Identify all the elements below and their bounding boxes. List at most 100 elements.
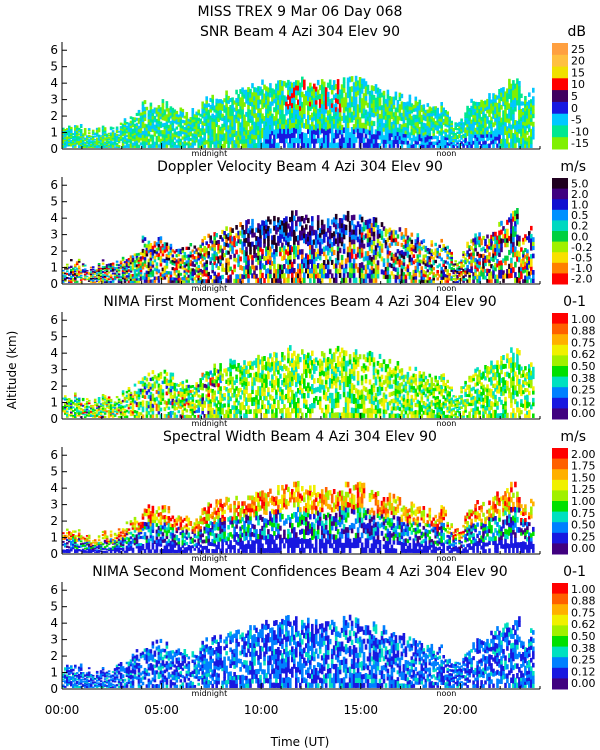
data-cell <box>301 132 304 138</box>
data-cell <box>440 102 443 106</box>
data-cell <box>322 224 326 230</box>
colorbar-label: 5 <box>571 90 578 103</box>
data-cell <box>420 108 424 113</box>
data-cell <box>215 140 218 145</box>
data-cell <box>430 136 434 140</box>
data-cell <box>199 255 202 259</box>
data-cell <box>265 228 268 234</box>
data-cell <box>338 129 342 135</box>
data-cell <box>157 132 161 136</box>
data-cell <box>448 143 451 146</box>
data-cell <box>386 106 390 111</box>
data-cell <box>402 102 406 107</box>
data-cell <box>215 123 218 128</box>
data-cell <box>249 126 252 132</box>
data-cell <box>185 124 189 128</box>
data-cell <box>233 100 236 105</box>
data-cell <box>109 138 113 141</box>
data-cell <box>440 276 443 280</box>
data-cell <box>213 239 216 244</box>
data-cell <box>366 251 370 257</box>
data-cell <box>203 255 206 260</box>
data-cell <box>211 117 214 122</box>
data-cell <box>452 133 455 136</box>
data-cell <box>251 223 254 229</box>
data-cell <box>135 257 139 261</box>
data-cell <box>506 105 509 110</box>
data-cell <box>426 279 430 283</box>
data-cell <box>261 113 264 119</box>
data-cell <box>235 118 238 124</box>
data-cell <box>269 129 272 135</box>
data-cell <box>348 251 352 258</box>
data-cell <box>101 259 105 262</box>
data-cell <box>330 273 334 279</box>
data-cell <box>227 132 230 137</box>
data-cell <box>103 278 107 281</box>
data-cell <box>320 93 324 100</box>
data-cell <box>251 119 254 125</box>
data-cell <box>428 121 432 125</box>
data-cell <box>123 130 127 134</box>
data-cell <box>480 106 483 111</box>
data-cell <box>378 114 382 119</box>
data-cell <box>514 231 517 237</box>
data-cell <box>175 269 179 273</box>
data-cell <box>275 225 278 231</box>
data-cell <box>324 130 328 136</box>
data-cell <box>259 224 262 230</box>
data-cell <box>293 97 296 103</box>
data-cell <box>350 116 354 123</box>
data-cell <box>299 249 302 255</box>
data-cell <box>522 121 525 126</box>
data-cell <box>450 260 453 264</box>
data-cell <box>332 84 336 91</box>
data-cell <box>374 249 378 256</box>
data-cell <box>117 141 121 144</box>
data-cell <box>358 137 362 143</box>
data-cell <box>297 89 300 96</box>
data-cell <box>225 242 228 247</box>
data-cell <box>396 100 400 105</box>
data-cell <box>151 264 155 268</box>
figure-header: MISS TREX 9 Mar 06 Day 068 <box>198 4 403 20</box>
data-cell <box>115 274 119 277</box>
data-cell <box>418 262 422 266</box>
data-cell <box>89 269 93 271</box>
data-cell <box>97 141 101 144</box>
data-cell <box>398 131 402 137</box>
data-cell <box>442 136 445 140</box>
data-cell <box>384 119 388 124</box>
data-cell <box>259 229 262 235</box>
data-cell <box>70 129 73 132</box>
data-cell <box>360 242 364 248</box>
data-cell <box>89 138 93 140</box>
data-cell <box>259 269 262 274</box>
data-cell <box>340 264 344 270</box>
data-cell <box>518 272 521 278</box>
data-cell <box>293 117 296 123</box>
data-cell <box>275 124 278 130</box>
data-cell <box>330 219 334 225</box>
data-cell <box>374 222 378 228</box>
data-cell <box>141 121 145 125</box>
data-cell <box>303 84 306 90</box>
data-cell <box>488 112 491 117</box>
data-cell <box>297 239 300 246</box>
data-cell <box>332 104 336 110</box>
data-cell <box>448 132 451 135</box>
data-cell <box>412 124 416 129</box>
data-cell <box>207 251 210 256</box>
data-cell <box>508 132 511 139</box>
data-cell <box>68 136 71 139</box>
data-cell <box>219 133 222 138</box>
data-cell <box>177 260 181 264</box>
data-cell <box>283 133 286 139</box>
data-cell <box>332 113 336 120</box>
data-cell <box>179 130 183 134</box>
data-cell <box>464 117 467 121</box>
data-cell <box>97 275 101 278</box>
data-cell <box>133 138 137 142</box>
data-cell <box>350 96 354 103</box>
data-cell <box>414 114 418 119</box>
